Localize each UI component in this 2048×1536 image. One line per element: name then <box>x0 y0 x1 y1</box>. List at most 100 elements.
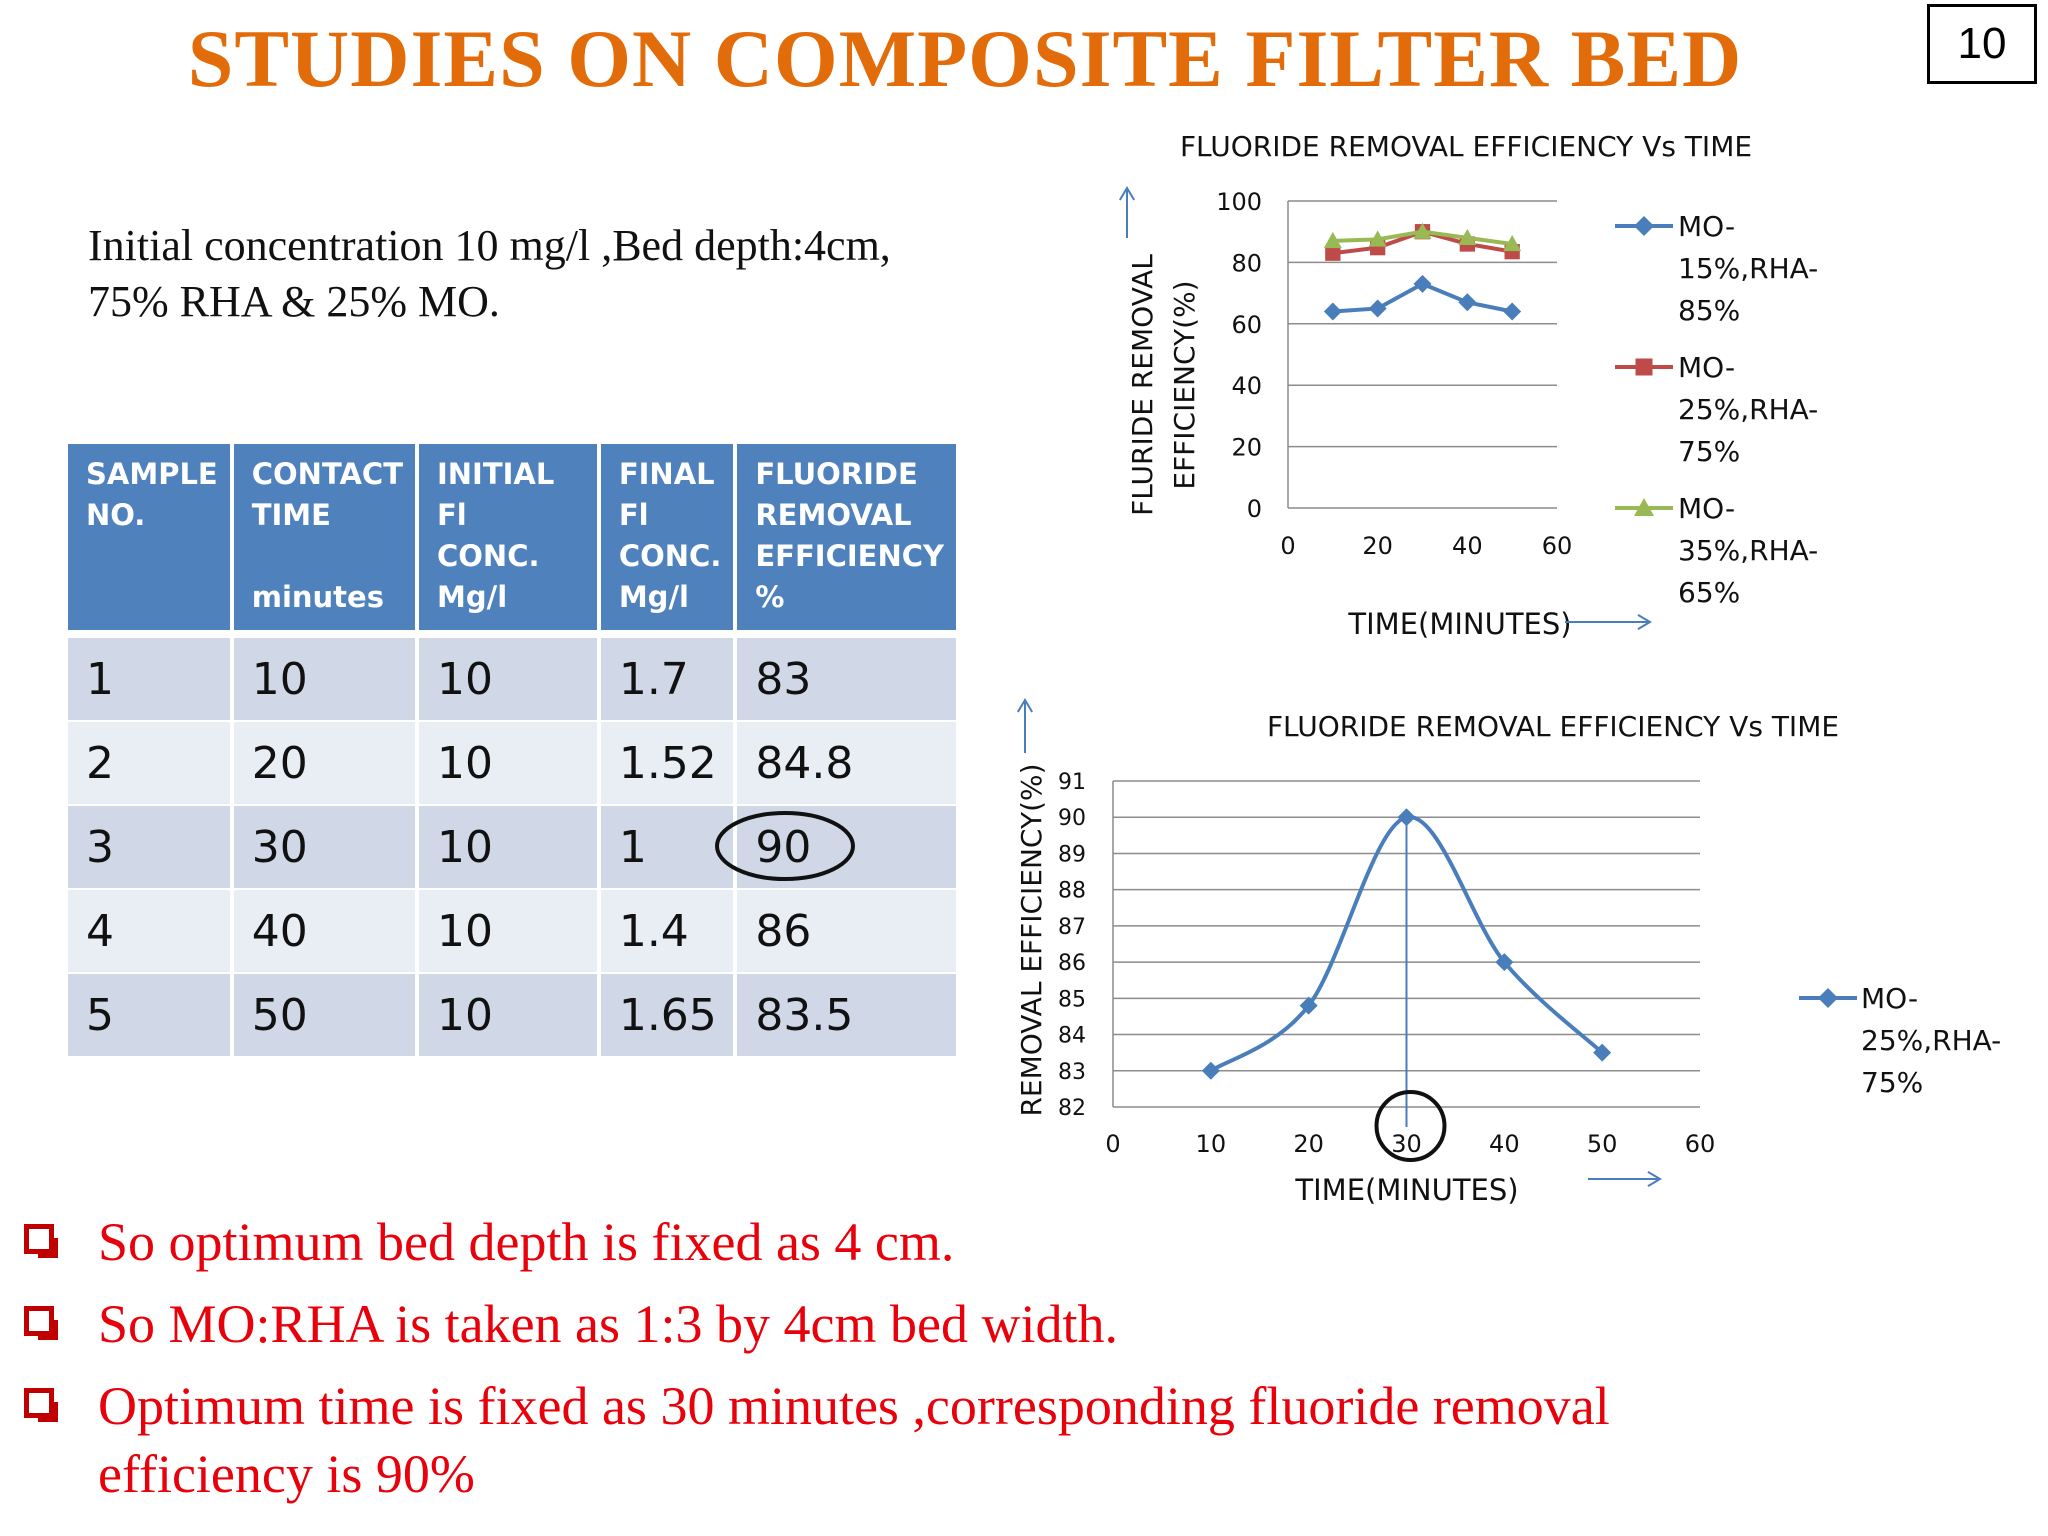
header-initial-conc: INITIAL Fl CONC. Mg/l <box>416 444 601 638</box>
data-point-marker <box>1368 299 1387 318</box>
chart-bottom-single-series: FLUORIDE REMOVAL EFFICIENCY Vs TIME 82 83 8… <box>1015 698 2001 1207</box>
y-tick-label: 90 <box>1058 806 1086 831</box>
data-point-marker <box>1299 996 1318 1015</box>
cell-efficiency-highlighted: 90 <box>715 805 956 890</box>
checkbox-bullet-icon <box>24 1388 58 1422</box>
table-row: 3 30 10 1 90 <box>68 805 956 890</box>
cell-contact-time: 20 <box>231 721 419 806</box>
conclusion-text: So optimum bed depth is fixed as 4 cm. <box>98 1212 955 1272</box>
cell-sample-no: 5 <box>68 973 234 1058</box>
cell-contact-time: 50 <box>231 973 419 1058</box>
x-tick-label: 20 <box>1362 532 1393 560</box>
legend-label: 75% <box>1861 1066 1923 1099</box>
y-axis-label-line-1: FLURIDE REMOVAL <box>1126 254 1159 516</box>
data-point-marker <box>1503 234 1522 252</box>
cell-efficiency: 83 <box>735 634 956 722</box>
legend-label: MO- <box>1678 351 1735 384</box>
cell-efficiency: 84.8 <box>735 721 956 806</box>
data-point-marker <box>1323 302 1342 321</box>
highlight-circle <box>715 811 856 881</box>
data-point-marker <box>1458 228 1477 246</box>
data-point-marker <box>1503 302 1522 321</box>
data-point-marker <box>1323 231 1342 249</box>
y-tick-label: 89 <box>1058 842 1086 867</box>
cell-initial-conc: 10 <box>416 973 601 1058</box>
results-table: SAMPLE NO. CONTACT TIME minutes INITIAL … <box>68 444 956 1058</box>
chart-title: FLUORIDE REMOVAL EFFICIENCY Vs TIME <box>1267 710 1839 743</box>
y-axis-arrow-head <box>1017 698 1033 713</box>
x-tick-label: 60 <box>1542 532 1573 560</box>
conclusion-text: Optimum time is fixed as 30 minutes ,cor… <box>98 1376 1610 1504</box>
data-point-marker <box>1818 988 1838 1008</box>
conclusion-item: So MO:RHA is taken as 1:3 by 4cm bed wid… <box>20 1290 1760 1358</box>
y-tick-label: 82 <box>1058 1096 1086 1121</box>
conclusion-list: So optimum bed depth is fixed as 4 cm. S… <box>20 1208 1760 1522</box>
legend-label: MO- <box>1678 210 1735 243</box>
y-tick-label: 0 <box>1247 495 1262 523</box>
cell-sample-no: 3 <box>68 805 234 890</box>
data-point-marker <box>1495 953 1514 972</box>
data-point-marker <box>1634 216 1654 236</box>
legend-label: 25%,RHA- <box>1861 1024 2001 1057</box>
table-row: 1 10 10 1.7 83 <box>68 634 956 722</box>
cell-contact-time: 30 <box>231 805 419 890</box>
y-tick-label: 87 <box>1058 915 1086 940</box>
y-axis-label-line-2: EFFICIENCY(%) <box>1168 280 1201 489</box>
y-tick-label: 60 <box>1231 311 1262 339</box>
y-tick-label: 83 <box>1058 1060 1086 1085</box>
intro-text: Initial concentration 10 mg/l ,Bed depth… <box>88 218 988 330</box>
cell-initial-conc: 10 <box>416 721 601 806</box>
x-axis-arrow-head <box>1647 1171 1662 1187</box>
conclusion-item: So optimum bed depth is fixed as 4 cm. <box>20 1208 1760 1276</box>
legend-label: 35%,RHA- <box>1678 534 1818 567</box>
data-point-marker <box>1325 245 1341 261</box>
conclusion-item: Optimum time is fixed as 30 minutes ,cor… <box>20 1372 1760 1508</box>
legend-label: 85% <box>1678 294 1740 327</box>
cell-sample-no: 1 <box>68 634 234 722</box>
y-tick-label: 91 <box>1058 770 1086 795</box>
x-tick-label: 30 <box>1391 1130 1422 1158</box>
y-tick-label: 86 <box>1058 951 1086 976</box>
intro-line-2: 75% RHA & 25% MO. <box>88 277 500 326</box>
data-point-marker <box>1413 274 1432 293</box>
x-tick-label: 10 <box>1196 1130 1227 1158</box>
x-axis-label: TIME(MINUTES) <box>1347 607 1571 641</box>
cell-efficiency: 86 <box>735 889 956 974</box>
y-axis-arrow-head <box>1119 186 1135 201</box>
x-tick-label: 0 <box>1105 1130 1120 1158</box>
checkbox-bullet-icon <box>24 1306 58 1340</box>
header-final-conc: FINAL Fl CONC. Mg/l <box>598 444 738 638</box>
data-point-marker <box>1397 808 1416 827</box>
x-tick-label: 60 <box>1685 1130 1716 1158</box>
header-efficiency: FLUORIDE REMOVAL EFFICIENCY % <box>735 444 956 638</box>
legend-label: MO- <box>1861 982 1918 1015</box>
cell-sample-no: 2 <box>68 721 234 806</box>
y-tick-label: 20 <box>1231 434 1262 462</box>
cell-final-conc: 1.52 <box>598 721 738 806</box>
y-tick-label: 85 <box>1058 987 1086 1012</box>
y-tick-label: 40 <box>1231 372 1262 400</box>
data-point-marker <box>1635 358 1653 376</box>
cell-contact-time: 40 <box>231 889 419 974</box>
data-point-marker <box>1458 293 1477 312</box>
table-header-row: SAMPLE NO. CONTACT TIME minutes INITIAL … <box>68 444 956 638</box>
data-point-marker <box>1593 1043 1612 1062</box>
data-point-marker <box>1634 498 1654 516</box>
cell-initial-conc: 10 <box>416 889 601 974</box>
cell-initial-conc: 10 <box>416 805 601 890</box>
data-point-marker <box>1368 230 1387 247</box>
slide-title: STUDIES ON COMPOSITE FILTER BED <box>187 13 1743 104</box>
cell-final-conc: 1 <box>598 805 738 890</box>
cell-final-conc: 1.4 <box>598 889 738 974</box>
x-tick-label: 40 <box>1489 1130 1520 1158</box>
cell-efficiency-value: 90 <box>755 821 812 873</box>
legend-label: 65% <box>1678 576 1740 609</box>
table-row: 4 40 10 1.4 86 <box>68 889 956 974</box>
conclusion-text: So MO:RHA is taken as 1:3 by 4cm bed wid… <box>98 1294 1118 1354</box>
table-row: 2 20 10 1.52 84.8 <box>68 721 956 806</box>
data-point-marker <box>1201 1061 1220 1080</box>
y-tick-label: 88 <box>1058 879 1086 904</box>
x-axis-arrow-head <box>1637 614 1652 630</box>
y-axis-label: REMOVAL EFFICIENCY(%) <box>1015 763 1048 1116</box>
x-tick-label: 20 <box>1293 1130 1324 1158</box>
